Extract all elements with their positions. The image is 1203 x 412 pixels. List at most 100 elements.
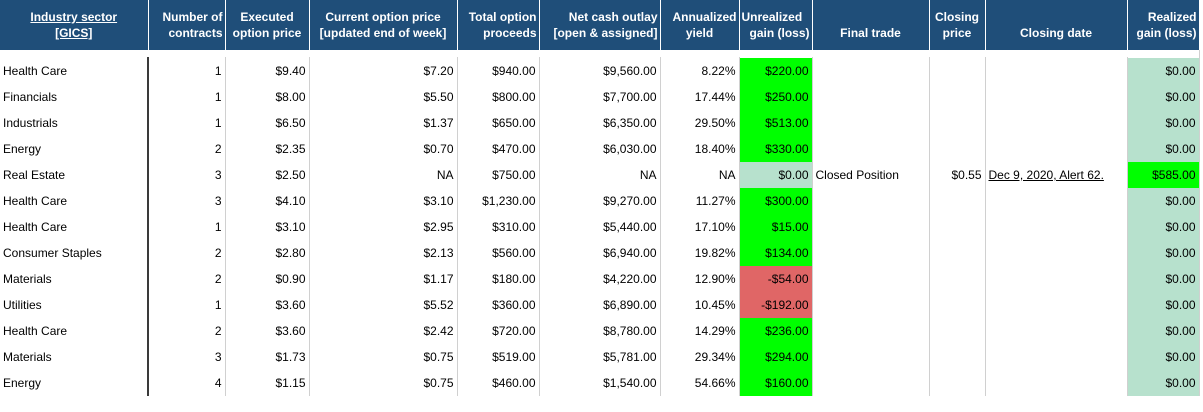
cell-unrealized-gain[interactable]: $220.00 (739, 57, 813, 84)
cell-annualized-yield[interactable]: NA (660, 162, 740, 188)
cell-final-trade[interactable] (812, 344, 930, 370)
cell-realized-gain[interactable]: $0.00 (1127, 370, 1200, 396)
cell-contracts[interactable]: 1 (148, 57, 226, 84)
cell-total-proceeds[interactable]: $519.00 (457, 344, 540, 370)
cell-contracts[interactable]: 1 (148, 292, 226, 318)
cell-contracts[interactable]: 2 (148, 318, 226, 344)
cell-unrealized-gain[interactable]: $330.00 (739, 136, 813, 162)
cell-final-trade[interactable] (812, 214, 930, 240)
cell-executed-price[interactable]: $9.40 (225, 57, 310, 84)
cell-net-cash-outlay[interactable]: $9,270.00 (539, 188, 661, 214)
cell-executed-price[interactable]: $1.15 (225, 370, 310, 396)
cell-current-price[interactable]: $2.95 (309, 214, 458, 240)
cell-closing-date[interactable] (985, 214, 1128, 240)
cell-executed-price[interactable]: $2.35 (225, 136, 310, 162)
cell-contracts[interactable]: 2 (148, 136, 226, 162)
cell-closing-date[interactable] (985, 318, 1128, 344)
header-net-cash-outlay[interactable]: Net cash outlay [open & assigned] (539, 0, 661, 50)
cell-contracts[interactable]: 1 (148, 110, 226, 136)
cell-sector[interactable]: Energy (0, 136, 149, 162)
cell-net-cash-outlay[interactable]: $6,940.00 (539, 240, 661, 266)
cell-closing-price[interactable] (929, 344, 986, 370)
cell-annualized-yield[interactable]: 14.29% (660, 318, 740, 344)
cell-realized-gain[interactable]: $0.00 (1127, 110, 1200, 136)
cell-closing-price[interactable] (929, 214, 986, 240)
cell-total-proceeds[interactable]: $360.00 (457, 292, 540, 318)
cell-sector[interactable]: Materials (0, 344, 149, 370)
cell-contracts[interactable]: 4 (148, 370, 226, 396)
cell-net-cash-outlay[interactable]: $6,030.00 (539, 136, 661, 162)
cell-realized-gain[interactable]: $0.00 (1127, 188, 1200, 214)
cell-final-trade[interactable] (812, 240, 930, 266)
cell-total-proceeds[interactable]: $310.00 (457, 214, 540, 240)
cell-sector[interactable]: Health Care (0, 57, 149, 84)
cell-annualized-yield[interactable]: 8.22% (660, 57, 740, 84)
cell-realized-gain[interactable]: $585.00 (1127, 162, 1200, 188)
cell-realized-gain[interactable]: $0.00 (1127, 344, 1200, 370)
cell-executed-price[interactable]: $0.90 (225, 266, 310, 292)
cell-net-cash-outlay[interactable]: $1,540.00 (539, 370, 661, 396)
cell-annualized-yield[interactable]: 54.66% (660, 370, 740, 396)
cell-annualized-yield[interactable]: 29.50% (660, 110, 740, 136)
cell-realized-gain[interactable]: $0.00 (1127, 292, 1200, 318)
header-unrealized-gain[interactable]: Unrealized gain (loss) (739, 0, 813, 50)
cell-current-price[interactable]: $0.75 (309, 344, 458, 370)
cell-closing-date[interactable] (985, 188, 1128, 214)
cell-final-trade[interactable] (812, 318, 930, 344)
header-final-trade[interactable]: Final trade (812, 0, 930, 50)
cell-executed-price[interactable]: $2.80 (225, 240, 310, 266)
cell-total-proceeds[interactable]: $940.00 (457, 57, 540, 84)
cell-total-proceeds[interactable]: $800.00 (457, 84, 540, 110)
cell-final-trade[interactable] (812, 266, 930, 292)
cell-unrealized-gain[interactable]: $160.00 (739, 370, 813, 396)
cell-current-price[interactable]: $2.42 (309, 318, 458, 344)
cell-executed-price[interactable]: $1.73 (225, 344, 310, 370)
cell-closing-price[interactable] (929, 370, 986, 396)
header-number-of-contracts[interactable]: Number of contracts (148, 0, 226, 50)
cell-contracts[interactable]: 2 (148, 266, 226, 292)
cell-net-cash-outlay[interactable]: $6,890.00 (539, 292, 661, 318)
cell-executed-price[interactable]: $3.60 (225, 292, 310, 318)
cell-total-proceeds[interactable]: $720.00 (457, 318, 540, 344)
cell-current-price[interactable]: $3.10 (309, 188, 458, 214)
cell-total-proceeds[interactable]: $460.00 (457, 370, 540, 396)
cell-final-trade[interactable]: Closed Position (812, 162, 930, 188)
cell-current-price[interactable]: $5.52 (309, 292, 458, 318)
cell-closing-price[interactable] (929, 136, 986, 162)
cell-net-cash-outlay[interactable]: NA (539, 162, 661, 188)
cell-unrealized-gain[interactable]: $300.00 (739, 188, 813, 214)
cell-closing-price[interactable] (929, 110, 986, 136)
cell-sector[interactable]: Health Care (0, 188, 149, 214)
cell-sector[interactable]: Financials (0, 84, 149, 110)
cell-net-cash-outlay[interactable]: $9,560.00 (539, 57, 661, 84)
header-current-option-price[interactable]: Current option price [updated end of wee… (309, 0, 458, 50)
cell-executed-price[interactable]: $4.10 (225, 188, 310, 214)
cell-closing-price[interactable] (929, 240, 986, 266)
header-closing-date[interactable]: Closing date (985, 0, 1128, 50)
cell-final-trade[interactable] (812, 57, 930, 84)
cell-total-proceeds[interactable]: $560.00 (457, 240, 540, 266)
cell-current-price[interactable]: NA (309, 162, 458, 188)
cell-closing-date[interactable] (985, 344, 1128, 370)
cell-annualized-yield[interactable]: 17.10% (660, 214, 740, 240)
cell-unrealized-gain[interactable]: $0.00 (739, 162, 813, 188)
cell-closing-price[interactable] (929, 57, 986, 84)
cell-net-cash-outlay[interactable]: $7,700.00 (539, 84, 661, 110)
cell-current-price[interactable]: $1.17 (309, 266, 458, 292)
cell-final-trade[interactable] (812, 84, 930, 110)
cell-contracts[interactable]: 3 (148, 162, 226, 188)
cell-final-trade[interactable] (812, 292, 930, 318)
cell-total-proceeds[interactable]: $1,230.00 (457, 188, 540, 214)
header-industry-sector[interactable]: Industry sector [GICS] (0, 0, 149, 50)
header-realized-gain[interactable]: Realized gain (loss) (1127, 0, 1200, 50)
cell-net-cash-outlay[interactable]: $8,780.00 (539, 318, 661, 344)
cell-net-cash-outlay[interactable]: $4,220.00 (539, 266, 661, 292)
cell-unrealized-gain[interactable]: $15.00 (739, 214, 813, 240)
cell-closing-price[interactable] (929, 266, 986, 292)
cell-contracts[interactable]: 3 (148, 188, 226, 214)
cell-sector[interactable]: Real Estate (0, 162, 149, 188)
cell-closing-price[interactable]: $0.55 (929, 162, 986, 188)
cell-final-trade[interactable] (812, 110, 930, 136)
cell-unrealized-gain[interactable]: $294.00 (739, 344, 813, 370)
cell-sector[interactable]: Health Care (0, 318, 149, 344)
